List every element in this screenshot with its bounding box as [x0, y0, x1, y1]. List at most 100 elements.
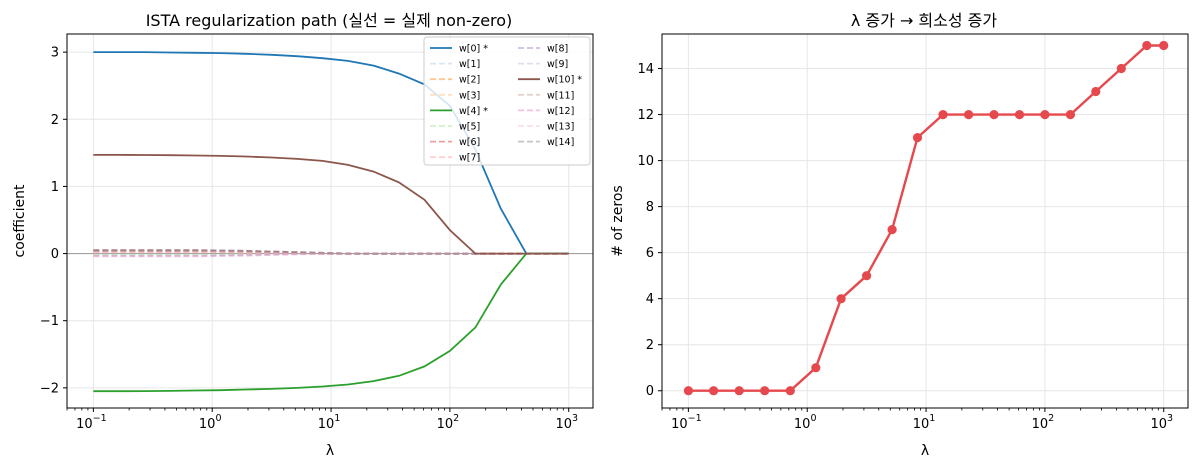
x-tick-label: 101: [913, 413, 936, 432]
legend-label: w[3]: [459, 90, 480, 101]
right-series: [683, 40, 1169, 396]
zeros-count-point: [734, 386, 744, 396]
x-tick-exponent: 3: [572, 413, 578, 424]
legend-label: w[6]: [459, 137, 480, 148]
left-series-lines: [93, 51, 569, 393]
y-tick-label: 4: [646, 292, 654, 307]
y-tick-label: 12: [637, 108, 654, 123]
zeros-count-point: [964, 110, 974, 120]
x-tick-label: 102: [437, 413, 460, 432]
series-line-w-4: [93, 252, 569, 393]
x-tick-label: 102: [1032, 413, 1055, 432]
y-tick-label: 3: [51, 46, 59, 61]
legend-label: w[0] *: [459, 44, 488, 55]
right-plot-frame: [661, 33, 1189, 409]
y-tick-label: 10: [637, 154, 654, 169]
left-x-ticks: 10−1 100 101 102 103: [66, 408, 578, 432]
x-tick-base: 10: [913, 417, 930, 432]
legend-label: w[14]: [547, 137, 574, 148]
zeros-count-point: [836, 294, 846, 304]
legend-label: w[11]: [547, 90, 574, 101]
x-tick-exponent: −1: [93, 413, 107, 424]
x-tick-label: 103: [555, 413, 578, 432]
series-line-w-10: [93, 153, 569, 255]
right-x-axis-label: λ: [921, 443, 929, 459]
right-panel-sparsity: λ 증가 → 희소성 증가 10−1 100 101 102 103 024681012…: [610, 11, 1189, 459]
zeros-count-point: [1065, 110, 1075, 120]
legend-label: w[12]: [547, 106, 574, 117]
zeros-count-point: [709, 386, 719, 396]
legend-label: w[7]: [459, 153, 480, 164]
y-tick-label: 14: [637, 62, 654, 77]
left-chart-title: ISTA regularization path (실선 = 실제 non-ze…: [146, 11, 513, 30]
zeros-count-point: [1116, 63, 1126, 74]
zeros-count-point: [862, 271, 872, 281]
zeros-count-point: [938, 110, 948, 120]
x-tick-base: 10: [671, 417, 688, 432]
legend-label: w[13]: [547, 122, 574, 133]
y-tick-label: 2: [51, 113, 59, 128]
x-tick-base: 10: [199, 417, 216, 432]
y-tick-label: −2: [40, 381, 59, 396]
y-tick-label: 0: [51, 247, 59, 262]
zeros-count-point: [1159, 40, 1169, 51]
x-tick-base: 10: [1150, 417, 1167, 432]
left-y-ticks: −2 −1 0 1 2 3: [40, 46, 67, 396]
y-tick-label: 0: [646, 384, 654, 399]
left-panel-regularization-path: ISTA regularization path (실선 = 실제 non-ze…: [12, 11, 594, 459]
zeros-count-point: [785, 386, 795, 396]
x-tick-label: 100: [794, 413, 817, 432]
legend-label: w[5]: [459, 122, 480, 133]
left-y-axis-label: coefficient: [12, 184, 28, 257]
zeros-count-point: [912, 133, 923, 143]
left-legend: w[0] * w[1] w[2] w[3] w[4] * w[5] w[6] w[7] w[8]…: [423, 36, 591, 166]
right-y-axis-label: # of zeros: [610, 185, 626, 256]
right-chart-title: λ 증가 → 희소성 증가: [851, 11, 998, 30]
x-tick-base: 10: [76, 417, 93, 432]
x-tick-exponent: 1: [929, 413, 935, 424]
x-tick-exponent: 2: [1048, 413, 1054, 424]
x-tick-exponent: 1: [334, 413, 340, 424]
legend-box: [423, 36, 591, 166]
zeros-count-point: [1142, 40, 1152, 51]
zeros-count-point: [1014, 110, 1025, 120]
x-tick-base: 10: [555, 417, 572, 432]
zeros-count-point: [760, 386, 770, 396]
zeros-count-point: [811, 363, 821, 373]
x-tick-base: 10: [794, 417, 811, 432]
legend-label: w[9]: [547, 59, 568, 70]
legend-label: w[2]: [459, 75, 480, 86]
x-tick-label: 103: [1150, 413, 1173, 432]
series-line-w-0: [93, 51, 569, 255]
x-tick-base: 10: [1032, 417, 1049, 432]
y-tick-label: 1: [51, 180, 59, 195]
legend-label: w[4] *: [459, 106, 488, 117]
right-y-ticks: 0 2 4 6 8 10 12 14: [637, 62, 662, 399]
legend-label: w[10] *: [547, 75, 582, 86]
x-tick-exponent: 2: [453, 413, 459, 424]
y-tick-label: 2: [646, 338, 654, 353]
x-tick-exponent: 0: [810, 413, 816, 424]
zeros-count-point: [1091, 86, 1101, 97]
y-tick-label: 6: [646, 246, 654, 261]
x-tick-exponent: 3: [1167, 413, 1173, 424]
x-tick-base: 10: [437, 417, 454, 432]
x-tick-label: 101: [318, 413, 341, 432]
right-x-ticks: 10−1 100 101 102 103: [661, 408, 1173, 432]
legend-label: w[8]: [547, 44, 568, 55]
x-tick-exponent: −1: [688, 413, 702, 424]
zeros-count-point: [1040, 110, 1050, 120]
zeros-count-point: [683, 386, 694, 396]
right-grid: [662, 34, 1188, 408]
x-tick-label: 100: [199, 413, 222, 432]
y-tick-label: 8: [646, 200, 654, 215]
x-tick-label: 10−1: [76, 413, 107, 432]
left-x-axis-label: λ: [326, 443, 334, 459]
x-tick-label: 10−1: [671, 413, 702, 432]
left-plot-frame: [66, 33, 594, 409]
zeros-count-point: [887, 225, 897, 235]
zeros-count-point: [989, 110, 999, 120]
y-tick-label: −1: [40, 314, 59, 329]
legend-label: w[1]: [459, 59, 480, 70]
